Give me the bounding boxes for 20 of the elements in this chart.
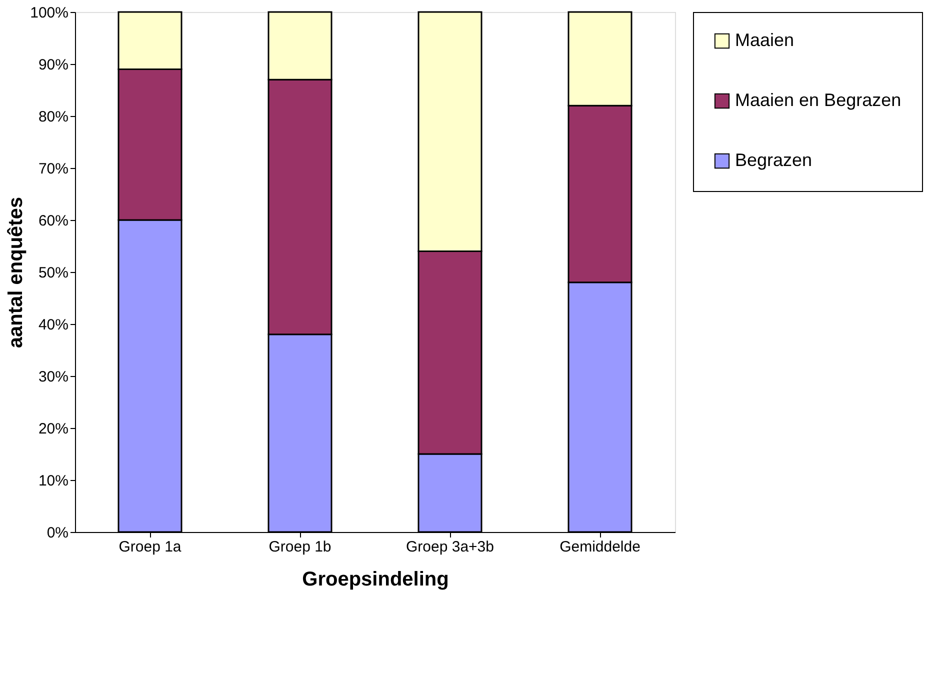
y-tick-label: 20% <box>38 420 68 438</box>
x-tick-label: Gemiddelde <box>560 538 640 556</box>
y-tick-label: 30% <box>38 368 68 386</box>
legend-label: Maaien en Begrazen <box>735 90 902 110</box>
y-tick-label: 90% <box>38 56 68 74</box>
y-tick-label: 40% <box>38 316 68 334</box>
legend-label: Begrazen <box>735 150 812 170</box>
y-tick-label: 80% <box>38 108 68 126</box>
y-tick-label: 60% <box>38 212 68 230</box>
x-tick-label: Groep 1a <box>118 538 182 556</box>
y-axis-title: aantal enquêtes <box>5 196 28 348</box>
x-tick-label: Groep 1b <box>268 538 332 556</box>
x-tick-label: Groep 3a+3b <box>406 538 494 556</box>
x-axis-title: Groepsindeling <box>302 568 449 590</box>
legend-label: Maaien <box>735 30 794 50</box>
y-tick-label: 70% <box>38 160 68 178</box>
y-tick-label: 0% <box>46 524 68 542</box>
y-tick-label: 100% <box>30 4 68 22</box>
y-tick-label: 50% <box>38 264 68 282</box>
y-tick-label: 10% <box>38 472 68 490</box>
